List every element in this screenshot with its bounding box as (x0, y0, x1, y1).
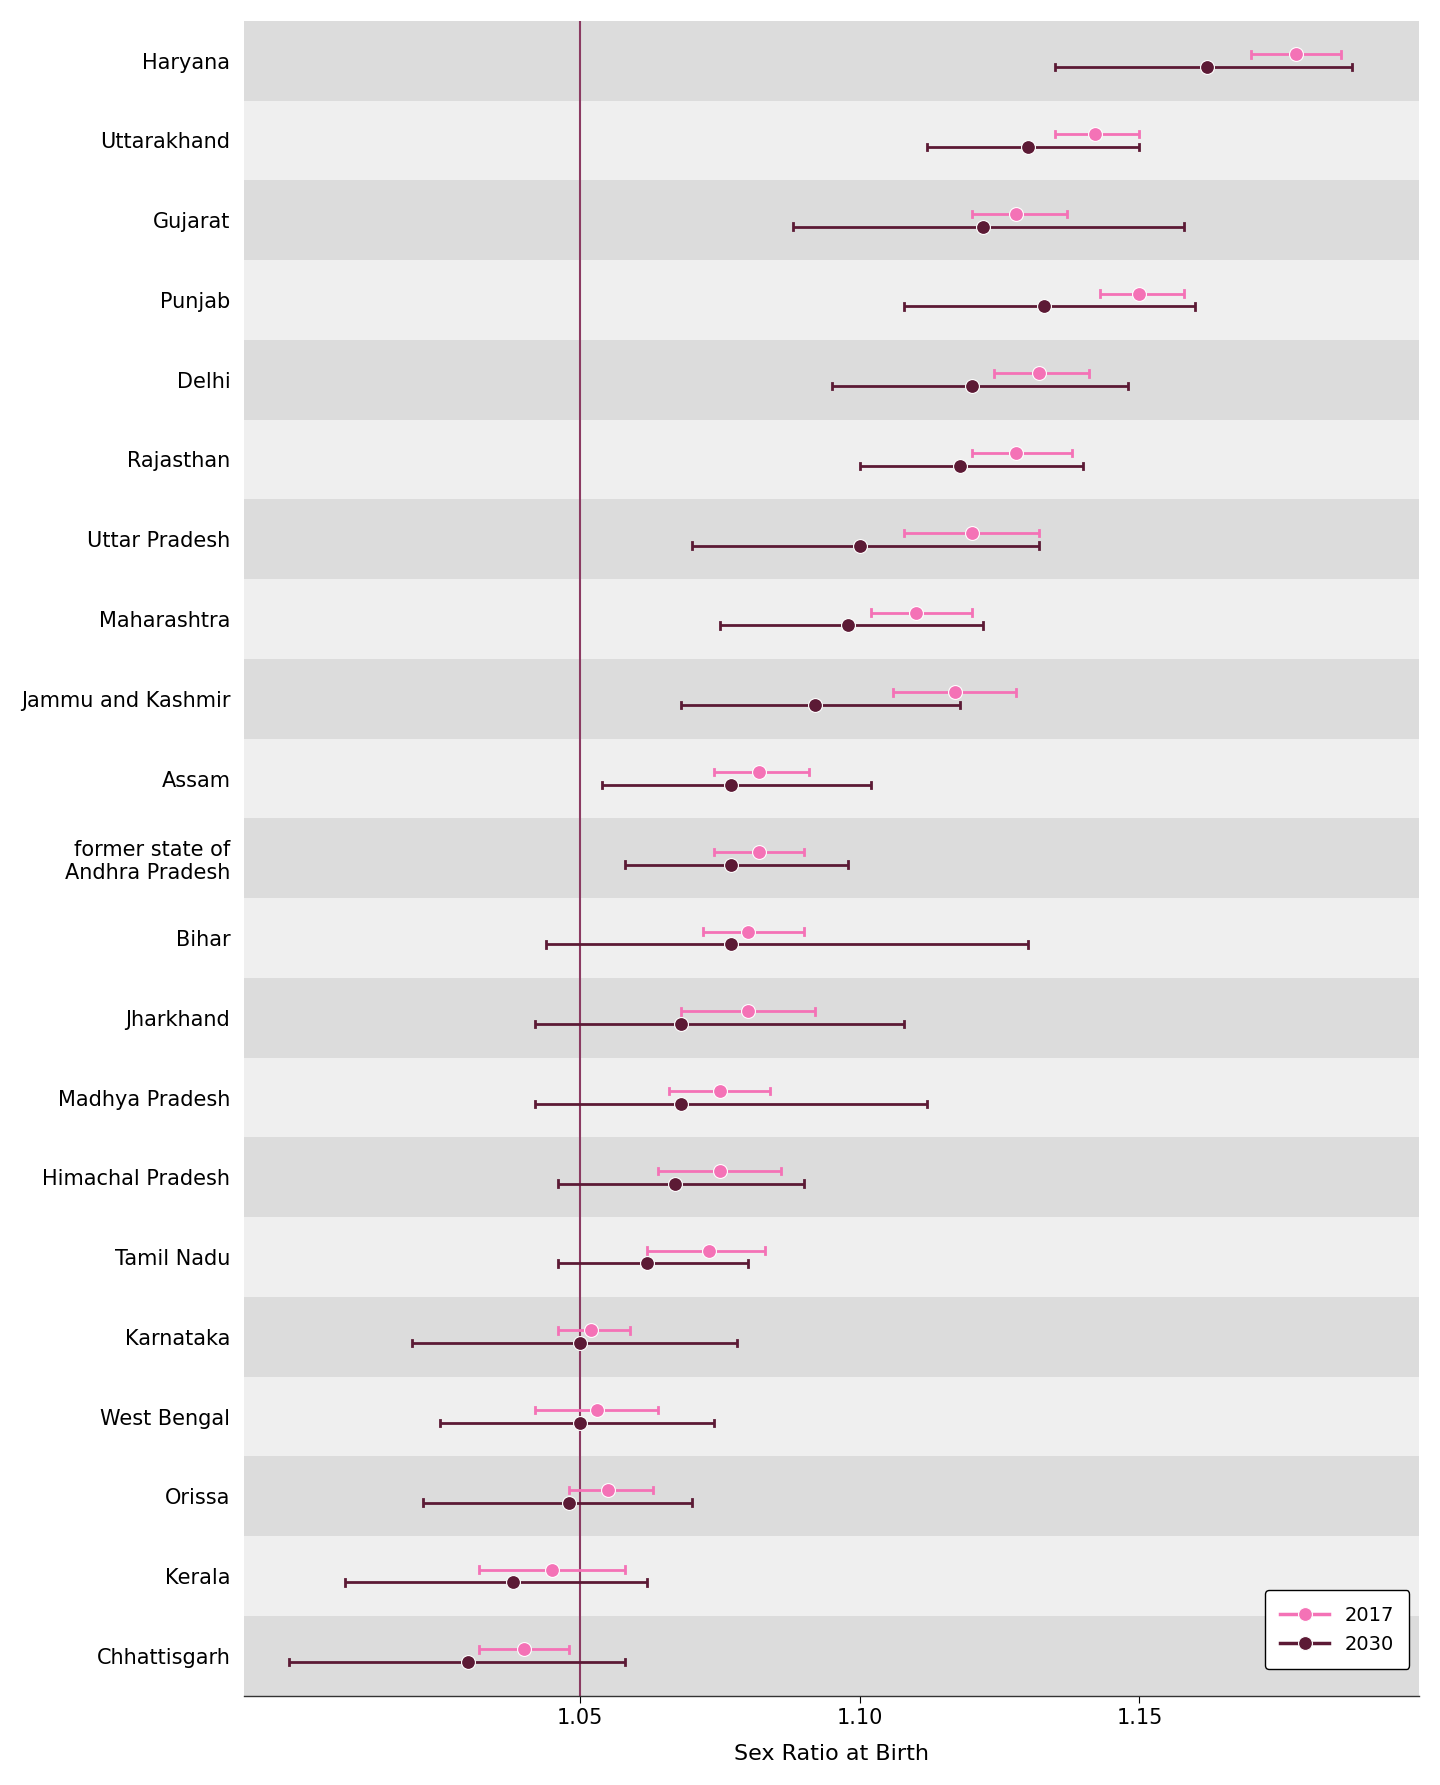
Bar (245, 898, 1420, 978)
Legend: 2017, 2030: 2017, 2030 (1264, 1590, 1410, 1669)
Bar (245, 1217, 1420, 1298)
Bar (245, 1298, 1420, 1376)
Bar (245, 261, 1420, 339)
Bar (245, 578, 1420, 659)
Bar (245, 818, 1420, 898)
Bar (245, 1376, 1420, 1457)
Bar (245, 1537, 1420, 1615)
Bar (245, 180, 1420, 261)
Bar (245, 1457, 1420, 1537)
Bar (245, 500, 1420, 578)
Bar (245, 978, 1420, 1059)
Bar (245, 739, 1420, 818)
Bar (245, 659, 1420, 739)
Bar (245, 100, 1420, 180)
X-axis label: Sex Ratio at Birth: Sex Ratio at Birth (734, 1744, 929, 1764)
Bar (245, 21, 1420, 100)
Bar (245, 1059, 1420, 1137)
Bar (245, 1137, 1420, 1217)
Bar (245, 1615, 1420, 1696)
Bar (245, 339, 1420, 419)
Bar (245, 419, 1420, 500)
